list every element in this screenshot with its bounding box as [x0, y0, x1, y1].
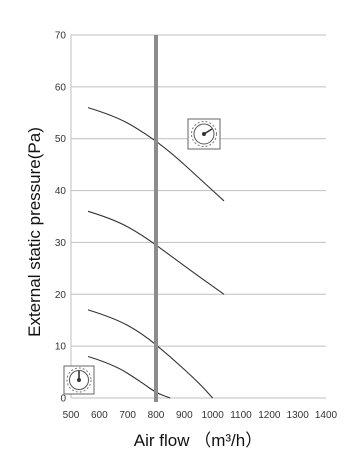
- y-axis-label: External static pressure(Pa): [25, 127, 44, 337]
- dial-high-icon: [187, 118, 221, 150]
- x-tick-label: 900: [176, 410, 193, 421]
- x-tick-label: 1400: [315, 410, 338, 421]
- x-tick-label: 1100: [230, 410, 252, 421]
- x-axis-label: Air flow （m³/h）: [134, 431, 262, 450]
- x-axis-ticks: 500 600 700 800 900 1000 1100 1200 1300 1400: [63, 410, 338, 421]
- x-tick-label: 800: [148, 410, 165, 421]
- grid-lines: [70, 34, 326, 399]
- dial-low-icon: [63, 365, 95, 395]
- y-tick-label: 10: [55, 342, 67, 353]
- y-tick-label: 50: [55, 134, 67, 145]
- y-tick-label: 0: [60, 394, 66, 405]
- y-axis-ticks: 0 10 20 30 40 50 60 70: [55, 31, 67, 405]
- x-tick-label: 600: [91, 410, 108, 421]
- y-tick-label: 70: [55, 31, 67, 42]
- y-tick-label: 60: [55, 82, 67, 93]
- x-tick-label: 1000: [202, 410, 225, 421]
- series-curve-3: [87, 309, 214, 399]
- x-tick-label: 700: [119, 410, 136, 421]
- y-tick-label: 40: [55, 186, 67, 197]
- y-tick-label: 20: [55, 290, 67, 301]
- y-tick-label: 30: [55, 238, 67, 249]
- x-tick-label: 1200: [258, 410, 281, 421]
- x-tick-label: 1300: [287, 410, 310, 421]
- x-tick-label: 500: [63, 410, 80, 421]
